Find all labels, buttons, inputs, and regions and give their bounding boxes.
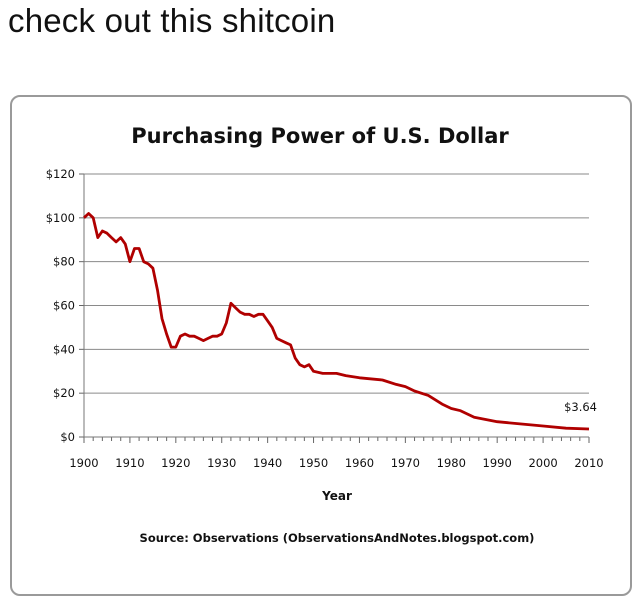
y-ticks: $0 $20 $40 $60 $80 $100 $120: [46, 167, 84, 444]
x-axis-label: Year: [321, 489, 352, 503]
x-tick-label: 1940: [253, 456, 282, 470]
x-tick-label: 2000: [528, 456, 557, 470]
y-tick-label: $20: [53, 386, 75, 400]
x-ticks: 1900 1910 1920 1930 1940 1950 1960 1970 1980 1990…: [69, 437, 604, 470]
grid: [84, 173, 589, 394]
y-tick-label: $120: [46, 167, 75, 181]
y-tick-label: $40: [53, 342, 75, 356]
end-value-label: $3.64: [564, 400, 597, 414]
x-tick-label: 1980: [437, 456, 466, 470]
post-caption: check out this shitcoin: [8, 2, 336, 39]
source-note: Source: Observations (ObservationsAndNot…: [140, 531, 535, 545]
x-tick-label: 1990: [483, 456, 512, 470]
x-tick-label: 1970: [391, 456, 420, 470]
y-tick-label: $60: [53, 299, 75, 313]
y-tick-label: $80: [53, 255, 75, 269]
x-tick-label: 1910: [115, 456, 144, 470]
chart-title: Purchasing Power of U.S. Dollar: [131, 124, 509, 148]
y-tick-label: $100: [46, 211, 75, 225]
x-tick-label: 1960: [345, 456, 374, 470]
chart-frame: Purchasing Power of U.S. Dollar $0 $20 $40…: [10, 95, 632, 596]
x-tick-label: 1920: [161, 456, 190, 470]
series-line: [83, 212, 590, 431]
x-tick-label: 1900: [69, 456, 98, 470]
x-tick-label: 1930: [207, 456, 236, 470]
x-tick-label: 2010: [574, 456, 603, 470]
x-tick-label: 1950: [299, 456, 328, 470]
chart-svg: Purchasing Power of U.S. Dollar $0 $20 $40…: [46, 124, 604, 545]
y-tick-label: $0: [60, 430, 75, 444]
axes: [83, 174, 589, 438]
